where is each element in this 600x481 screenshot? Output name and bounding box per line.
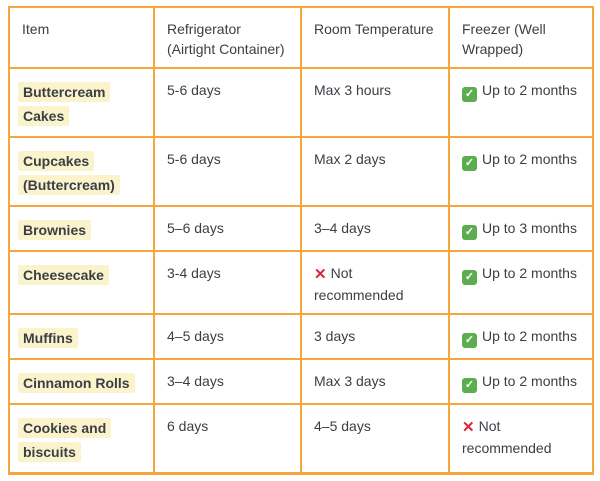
table-row: Muffins 4–5 days 3 days ✓ Up to 2 months <box>8 313 594 360</box>
freezer-label: Up to 3 months <box>482 220 577 236</box>
freezer-label: Not recommended <box>462 418 552 456</box>
room-temp-cell: 3–4 days <box>300 205 450 252</box>
header-freezer: Freezer (Well Wrapped) <box>448 6 594 69</box>
item-label: Buttercream Cakes <box>18 82 111 126</box>
storage-table: Item Refrigerator (Airtight Container) R… <box>8 6 594 475</box>
cross-icon: ✕ <box>462 419 475 436</box>
room-temp-cell: ✕ Not recommended <box>300 250 450 315</box>
header-item: Item <box>8 6 155 69</box>
refrigerator-cell: 5-6 days <box>153 67 302 138</box>
table-row: Cookies and biscuits 6 days 4–5 days ✕ No… <box>8 403 594 475</box>
table-row: Cheesecake 3-4 days ✕ Not recommended ✓ Up… <box>8 250 594 315</box>
check-icon: ✓ <box>462 270 477 285</box>
item-cell: Muffins <box>8 313 155 360</box>
refrigerator-cell: 3-4 days <box>153 250 302 315</box>
cross-icon: ✕ <box>314 266 327 283</box>
check-icon: ✓ <box>462 333 477 348</box>
header-room-temperature: Room Temperature <box>300 6 450 69</box>
freezer-cell: ✓ Up to 3 months <box>448 205 594 252</box>
freezer-cell: ✓ Up to 2 months <box>448 250 594 315</box>
table-row: Brownies 5–6 days 3–4 days ✓ Up to 3 mont… <box>8 205 594 252</box>
item-cell: Cupcakes (Buttercream) <box>8 136 155 207</box>
check-icon: ✓ <box>462 378 477 393</box>
room-temp-cell: 3 days <box>300 313 450 360</box>
refrigerator-cell: 3–4 days <box>153 358 302 405</box>
item-cell: Brownies <box>8 205 155 252</box>
header-row: Item Refrigerator (Airtight Container) R… <box>8 6 594 69</box>
item-label: Cupcakes (Buttercream) <box>18 151 120 195</box>
item-label: Cheesecake <box>18 265 109 285</box>
room-temp-cell: 4–5 days <box>300 403 450 475</box>
room-temp-cell: Max 3 hours <box>300 67 450 138</box>
item-cell: Cheesecake <box>8 250 155 315</box>
refrigerator-cell: 5–6 days <box>153 205 302 252</box>
refrigerator-cell: 5-6 days <box>153 136 302 207</box>
check-icon: ✓ <box>462 156 477 171</box>
check-icon: ✓ <box>462 87 477 102</box>
item-label: Muffins <box>18 328 78 348</box>
table-row: Cinnamon Rolls 3–4 days Max 3 days ✓ Up t… <box>8 358 594 405</box>
check-icon: ✓ <box>462 225 477 240</box>
room-temp-label: Not recommended <box>314 265 404 303</box>
item-label: Cinnamon Rolls <box>18 373 135 393</box>
freezer-cell: ✓ Up to 2 months <box>448 67 594 138</box>
freezer-cell: ✓ Up to 2 months <box>448 136 594 207</box>
freezer-label: Up to 2 months <box>482 373 577 389</box>
refrigerator-cell: 6 days <box>153 403 302 475</box>
header-refrigerator: Refrigerator (Airtight Container) <box>153 6 302 69</box>
item-label: Brownies <box>18 220 92 240</box>
freezer-label: Up to 2 months <box>482 82 577 98</box>
item-cell: Buttercream Cakes <box>8 67 155 138</box>
item-label: Cookies and biscuits <box>18 418 112 462</box>
room-temp-cell: Max 2 days <box>300 136 450 207</box>
freezer-label: Up to 2 months <box>482 265 577 281</box>
refrigerator-cell: 4–5 days <box>153 313 302 360</box>
freezer-label: Up to 2 months <box>482 328 577 344</box>
table-row: Buttercream Cakes 5-6 days Max 3 hours ✓… <box>8 67 594 138</box>
freezer-label: Up to 2 months <box>482 151 577 167</box>
freezer-cell: ✓ Up to 2 months <box>448 313 594 360</box>
item-cell: Cookies and biscuits <box>8 403 155 475</box>
table-row: Cupcakes (Buttercream) 5-6 days Max 2 da… <box>8 136 594 207</box>
room-temp-cell: Max 3 days <box>300 358 450 405</box>
item-cell: Cinnamon Rolls <box>8 358 155 405</box>
freezer-cell: ✕ Not recommended <box>448 403 594 475</box>
freezer-cell: ✓ Up to 2 months <box>448 358 594 405</box>
